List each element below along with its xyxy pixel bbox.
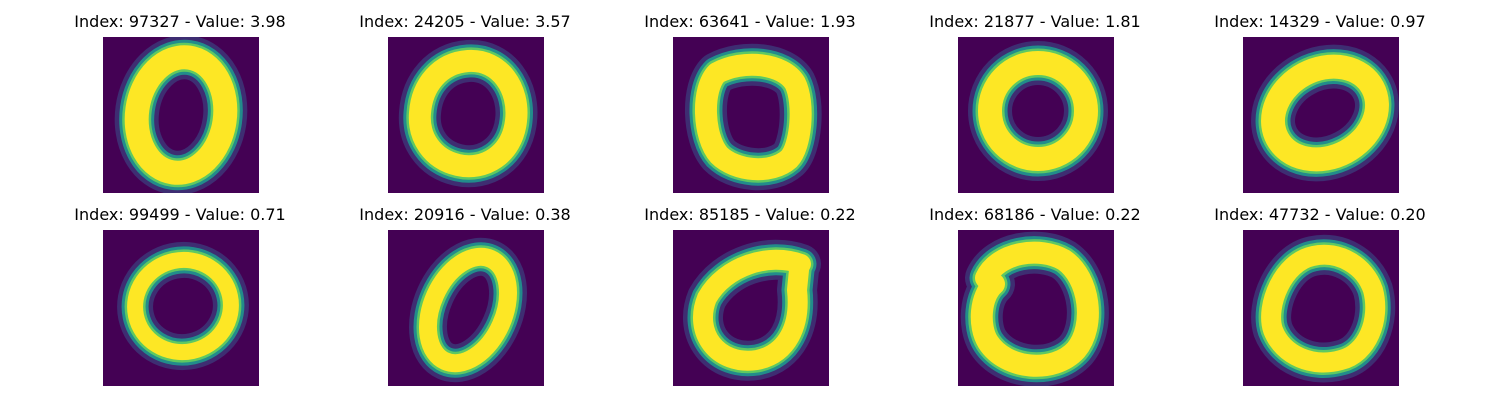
digit-image [388, 230, 544, 386]
digit-image [388, 37, 544, 193]
digit-image [103, 37, 259, 193]
digit-panel: Index: 99499 - Value: 0.71 [70, 193, 330, 386]
digit-panel: Index: 85185 - Value: 0.22 [640, 193, 900, 386]
digit-image [958, 230, 1114, 386]
panel-title: Index: 85185 - Value: 0.22 [644, 205, 856, 224]
panel-title: Index: 20916 - Value: 0.38 [359, 205, 571, 224]
panel-title: Index: 63641 - Value: 1.93 [644, 12, 856, 31]
digit-panel: Index: 47732 - Value: 0.20 [1210, 193, 1470, 386]
digit-image [103, 230, 259, 386]
digit-panel: Index: 20916 - Value: 0.38 [355, 193, 615, 386]
digit-image [1243, 37, 1399, 193]
digit-panel: Index: 24205 - Value: 3.57 [355, 0, 615, 193]
digit-image [673, 230, 829, 386]
panel-title: Index: 68186 - Value: 0.22 [929, 205, 1141, 224]
digit-panel: Index: 14329 - Value: 0.97 [1210, 0, 1470, 193]
digit-panel: Index: 21877 - Value: 1.81 [925, 0, 1185, 193]
digit-image [673, 37, 829, 193]
digit-image [958, 37, 1114, 193]
panel-title: Index: 99499 - Value: 0.71 [74, 205, 286, 224]
digit-panel: Index: 68186 - Value: 0.22 [925, 193, 1185, 386]
panel-title: Index: 21877 - Value: 1.81 [929, 12, 1141, 31]
panel-title: Index: 97327 - Value: 3.98 [74, 12, 286, 31]
panel-title: Index: 14329 - Value: 0.97 [1214, 12, 1426, 31]
digit-image [1243, 230, 1399, 386]
digit-panel: Index: 63641 - Value: 1.93 [640, 0, 900, 193]
panel-title: Index: 47732 - Value: 0.20 [1214, 205, 1426, 224]
digit-panel: Index: 97327 - Value: 3.98 [70, 0, 330, 193]
panel-title: Index: 24205 - Value: 3.57 [359, 12, 571, 31]
